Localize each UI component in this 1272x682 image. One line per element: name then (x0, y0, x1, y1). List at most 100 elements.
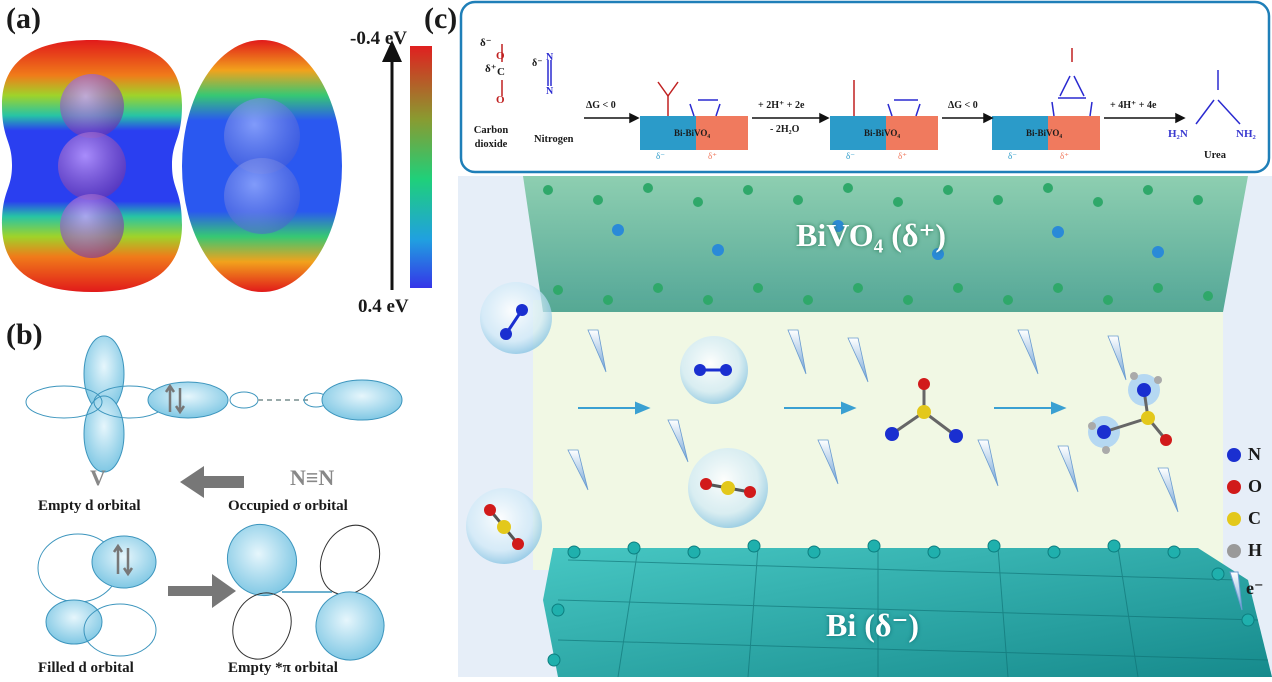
bivo4-label: BiVO₄ (δ⁺) (796, 217, 946, 253)
catalyst-bi-bar (830, 116, 886, 150)
scale-top-label: -0.4 eV (350, 28, 407, 49)
flow-arrows (578, 401, 1067, 415)
carbon-atom (497, 520, 511, 534)
orbital-lobe (83, 395, 125, 473)
co2-delta-plus: δ⁺ (485, 63, 497, 75)
bivo4-bi-atoms (612, 220, 1164, 260)
oxygen-atom (484, 504, 496, 516)
legend-n-label: N (1248, 444, 1261, 464)
atom-sphere (224, 98, 300, 174)
legend-h-label: H (1248, 540, 1263, 560)
bivo4-block (523, 176, 1248, 312)
legend-o-label: O (1248, 476, 1263, 496)
panel-b-graphic (25, 335, 403, 661)
catalyst-bivo4-bar (696, 116, 748, 150)
hydrogen-atom (1088, 422, 1096, 430)
co2-atom-o-bottom: O (496, 94, 505, 106)
nitrogen-atom (694, 364, 706, 376)
sigma-lobe (147, 381, 229, 419)
legend-h-swatch (1227, 544, 1241, 558)
pi-lobe-outline (319, 524, 381, 596)
legend-n-swatch (1227, 448, 1241, 462)
bi-atoms (547, 539, 1255, 667)
empty-pi-orbital-label: Empty *π orbital (228, 660, 338, 676)
nitrogen-label: Nitrogen (534, 134, 574, 145)
catalyst-bi-bar (992, 116, 1048, 150)
urea-h2n-label: H₂N (1168, 128, 1188, 140)
bi-label: Bi (δ⁻) (826, 607, 920, 643)
pi-lobe (226, 523, 298, 597)
orbital-lobe (91, 535, 157, 589)
electron-cones (567, 329, 1179, 513)
color-scale-bar (410, 46, 432, 288)
panel-c-graphic (458, 0, 1272, 678)
delta-plus-label: δ⁺ (898, 151, 907, 161)
legend-electron-label: e⁻ (1246, 578, 1264, 598)
nitrogen-atom (1097, 425, 1111, 439)
atom-v-label: V (90, 465, 106, 490)
pi-lobe (315, 591, 385, 661)
catalyst-label: Bi-BiVO₄ (864, 128, 901, 138)
orbital-lobe-outline (229, 391, 259, 409)
pi-lobe-outline (232, 592, 292, 660)
co2-atom-c: C (497, 66, 505, 78)
co2-atom-o-top: O (496, 50, 505, 62)
orbital-lobe-outline (83, 603, 157, 657)
panel-a-graphic (2, 40, 432, 292)
step4-label: + 4H⁺ + 4e (1110, 100, 1157, 111)
n2-atom-top: N (546, 52, 554, 63)
legend-c-label: C (1248, 508, 1261, 528)
catalyst-label: Bi-BiVO₄ (1026, 128, 1063, 138)
sigma-lobe (321, 379, 403, 421)
scheme-arrows (584, 112, 1186, 124)
filled-d-orbital-label: Filled d orbital (38, 660, 134, 676)
scheme-structures (501, 44, 1073, 116)
urea-molecule (1088, 372, 1172, 454)
nitrogen-atom (500, 328, 512, 340)
bi-lattice-lines (557, 547, 1269, 678)
panel-c-label: (c) (424, 2, 458, 35)
hydrogen-atom (1102, 446, 1110, 454)
oxygen-atom (700, 478, 712, 490)
nitrogen-atom (885, 427, 899, 441)
urea-label: Urea (1204, 150, 1226, 161)
carbon-atom (721, 481, 735, 495)
co2-delta-minus: δ⁻ (480, 37, 492, 49)
carbon-atom (1141, 411, 1155, 425)
catalyst-label: Bi-BiVO₄ (674, 128, 711, 138)
step2-top-label: + 2H⁺ + 2e (758, 100, 805, 111)
delta-plus-label: δ⁺ (708, 151, 717, 161)
step2-bottom-label: - 2H₂O (770, 124, 800, 135)
nitrogen-atom (516, 304, 528, 316)
spin-up-arrow (164, 383, 176, 412)
atom-sphere (60, 194, 124, 258)
panel-c-frame (458, 0, 1272, 678)
n2-delta-minus: δ⁻ (532, 58, 543, 69)
bivo4-atoms (543, 183, 1213, 305)
scale-bottom-label: 0.4 eV (358, 296, 409, 317)
nitrogen-atom (1137, 383, 1151, 397)
donation-arrow (180, 466, 244, 498)
delta-plus-label: δ⁺ (1060, 151, 1069, 161)
scheme-n-structures (547, 60, 1241, 125)
delta-minus-label: δ⁻ (846, 151, 855, 161)
atom-sphere (58, 132, 126, 200)
oxygen-atom (1160, 434, 1172, 446)
panel-a-label: (a) (6, 2, 41, 35)
empty-d-orbital-label: Empty d orbital (38, 498, 141, 514)
catalyst-bivo4-bar (886, 116, 938, 150)
legend-o-swatch (1227, 480, 1241, 494)
backdonation-arrow (168, 574, 236, 608)
scale-arrow-head (382, 40, 402, 62)
atom-sphere (224, 158, 300, 234)
carbon-dioxide-label: Carbon dioxide (473, 125, 509, 150)
nitrogen-atom (720, 364, 732, 376)
panel-b-label: (b) (6, 318, 43, 351)
n2-atom-bottom: N (546, 86, 554, 97)
catalyst-bi-bar (640, 116, 696, 150)
legend-c-swatch (1227, 512, 1241, 526)
orbital-lobe (45, 599, 103, 645)
oxygen-atom (744, 486, 756, 498)
delta-minus-label: δ⁻ (1008, 151, 1017, 161)
step3-label: ΔG < 0 (948, 100, 978, 111)
